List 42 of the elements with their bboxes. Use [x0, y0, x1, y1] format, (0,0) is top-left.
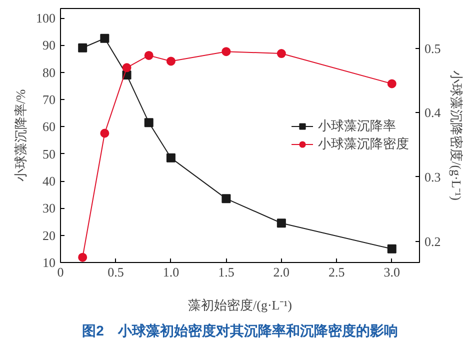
y-tick-label: 10: [42, 255, 56, 270]
x-tick-label: 0.5: [108, 264, 124, 280]
y-axis-title: 小球藻沉降率/%: [13, 89, 28, 182]
y-tick-label: 90: [42, 38, 56, 53]
y-tick-label: 40: [42, 174, 56, 189]
legend-label: 小球藻沉降率: [318, 117, 396, 135]
point: [166, 56, 176, 66]
point: [387, 79, 396, 88]
point: [144, 50, 154, 60]
point: [276, 218, 286, 228]
x-tick-label: 3.0: [384, 264, 400, 280]
y2-tick-label: 0.5: [424, 40, 441, 56]
y2-axis-title: 小球藻沉降密度/(g·L⁻¹): [448, 70, 464, 200]
point: [144, 118, 154, 128]
y-tick-label: 30: [42, 200, 56, 216]
legend-label: 小球藻沉降密度: [318, 135, 409, 153]
point: [387, 244, 396, 254]
y2-tick-label: 0.3: [424, 169, 441, 184]
y-tick-label: 20: [42, 228, 56, 243]
y-tick-label: 80: [42, 64, 56, 80]
x-tick-label: 2.0: [273, 264, 290, 280]
y-tick-label: 50: [42, 146, 56, 162]
point: [222, 194, 231, 204]
caption: 图2 小球藻初始密度对其沉降率和沉降密度的影响: [82, 322, 398, 338]
x-tick-label: 1.5: [218, 264, 234, 280]
y-tick-label: 60: [42, 119, 56, 134]
x-tick-label: 1.0: [162, 264, 180, 280]
point: [100, 128, 110, 138]
y2-tick-label: 0.2: [424, 234, 441, 249]
y2-tick-label: 0.4: [424, 105, 442, 120]
y-tick-label: 100: [36, 10, 56, 26]
y-tick-label: 70: [42, 92, 56, 108]
point: [100, 34, 110, 43]
point: [276, 49, 286, 58]
point: [222, 47, 231, 56]
x-axis-title: 藻初始密度/(g·L⁻¹): [188, 298, 292, 312]
point: [122, 63, 132, 72]
x-tick-label: 0: [57, 264, 64, 280]
point: [78, 252, 88, 262]
x-tick-label: 2.5: [328, 264, 345, 280]
point: [78, 43, 88, 52]
point: [166, 153, 176, 162]
